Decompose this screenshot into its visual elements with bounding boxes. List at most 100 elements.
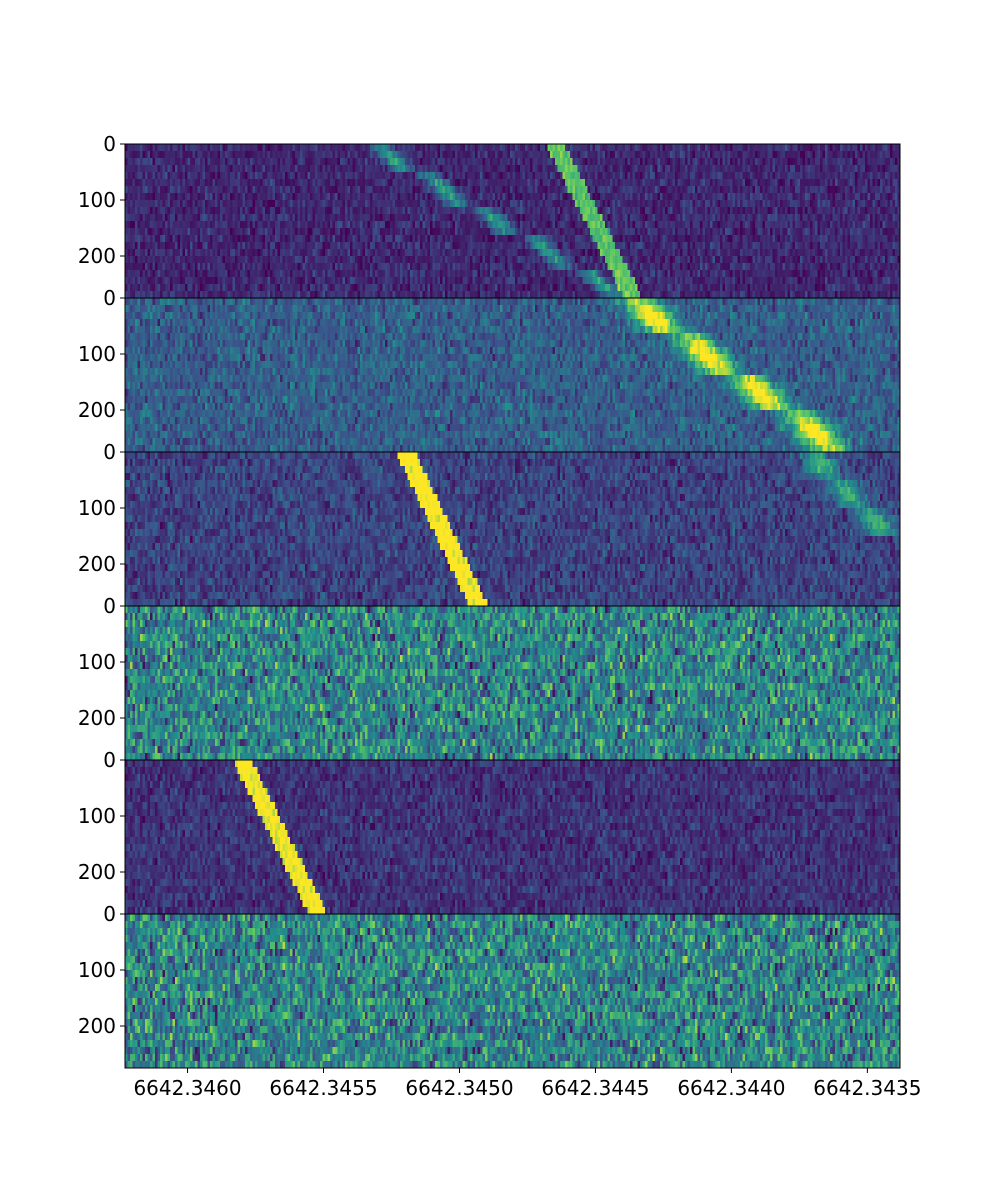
heatmap-cell [625, 228, 628, 235]
heatmap-cell [165, 165, 168, 172]
heatmap-cell [588, 221, 591, 228]
heatmap-cell [300, 179, 303, 186]
heatmap-cell [128, 242, 131, 249]
heatmap-cell [443, 228, 446, 235]
heatmap-cell [530, 186, 533, 193]
heatmap-cell [465, 249, 468, 256]
heatmap-cell [180, 172, 183, 179]
heatmap-cell [600, 214, 603, 221]
heatmap-cell [515, 214, 518, 221]
heatmap-cell [873, 200, 876, 207]
heatmap-cell [710, 186, 713, 193]
heatmap-cell [300, 235, 303, 242]
heatmap-cell [695, 144, 698, 151]
heatmap-cell [210, 172, 213, 179]
heatmap-cell [235, 172, 238, 179]
heatmap-cell [640, 165, 643, 172]
heatmap-cell [723, 200, 726, 207]
heatmap-cell [390, 221, 393, 228]
heatmap-cell [653, 172, 656, 179]
heatmap-cell [888, 228, 891, 235]
heatmap-cell [493, 249, 496, 256]
heatmap-cell [860, 193, 863, 200]
heatmap-cell [785, 193, 788, 200]
heatmap-cell [888, 151, 891, 158]
heatmap-cell [595, 221, 598, 228]
heatmap-cell [435, 158, 438, 165]
heatmap-cell [223, 214, 226, 221]
heatmap-cell [248, 200, 251, 207]
heatmap-cell [168, 151, 171, 158]
heatmap-cell [545, 200, 548, 207]
heatmap-cell [463, 228, 466, 235]
heatmap-cell [248, 207, 251, 214]
heatmap-cell [130, 256, 133, 263]
heatmap-cell [543, 249, 546, 256]
heatmap-cell [580, 186, 583, 193]
heatmap-cell [825, 249, 828, 256]
heatmap-cell [320, 179, 323, 186]
heatmap-cell [873, 172, 876, 179]
heatmap-cell [688, 193, 691, 200]
heatmap-cell [265, 193, 268, 200]
heatmap-cell [153, 242, 156, 249]
heatmap-cell [690, 179, 693, 186]
heatmap-cell [440, 200, 443, 207]
heatmap-cell [390, 158, 393, 165]
heatmap-cell [413, 158, 416, 165]
heatmap-cell [870, 172, 873, 179]
heatmap-cell [270, 214, 273, 221]
heatmap-cell [718, 221, 721, 228]
heatmap-cell [170, 165, 173, 172]
heatmap-cell [538, 165, 541, 172]
heatmap-cell [285, 193, 288, 200]
heatmap-cell [173, 144, 176, 151]
heatmap-cell [818, 158, 821, 165]
heatmap-cell [605, 165, 608, 172]
heatmap-cell [438, 158, 441, 165]
heatmap-cell [298, 165, 301, 172]
heatmap-cell [443, 200, 446, 207]
heatmap-cell [490, 151, 493, 158]
heatmap-cell [428, 151, 431, 158]
heatmap-cell [193, 158, 196, 165]
heatmap-cell [293, 172, 296, 179]
heatmap-cell [448, 165, 451, 172]
heatmap-cell [383, 235, 386, 242]
heatmap-cell [278, 242, 281, 249]
heatmap-cell [403, 193, 406, 200]
heatmap-cell [513, 158, 516, 165]
heatmap-cell [573, 207, 576, 214]
heatmap-cell [160, 200, 163, 207]
heatmap-cell [265, 207, 268, 214]
heatmap-cell [483, 158, 486, 165]
heatmap-cell [615, 179, 618, 186]
heatmap-cell [395, 179, 398, 186]
heatmap-cell [800, 144, 803, 151]
heatmap-cell [163, 151, 166, 158]
heatmap-cell [570, 221, 573, 228]
heatmap-cell [405, 186, 408, 193]
heatmap-cell [760, 200, 763, 207]
heatmap-cell [760, 193, 763, 200]
heatmap-cell [180, 158, 183, 165]
heatmap-cell [605, 158, 608, 165]
heatmap-cell [343, 249, 346, 256]
heatmap-cell [575, 165, 578, 172]
heatmap-cell [563, 228, 566, 235]
heatmap-cell [720, 200, 723, 207]
heatmap-cell [718, 144, 721, 151]
heatmap-cell [240, 242, 243, 249]
heatmap-cell [510, 228, 513, 235]
heatmap-cell [748, 151, 751, 158]
heatmap-cell [405, 158, 408, 165]
heatmap-cell [855, 249, 858, 256]
heatmap-cell [663, 165, 666, 172]
heatmap-cell [715, 235, 718, 242]
heatmap-cell [713, 228, 716, 235]
heatmap-cell [605, 249, 608, 256]
heatmap-cell [180, 151, 183, 158]
heatmap-cell [503, 200, 506, 207]
heatmap-cell [408, 235, 411, 242]
heatmap-cell [618, 151, 621, 158]
